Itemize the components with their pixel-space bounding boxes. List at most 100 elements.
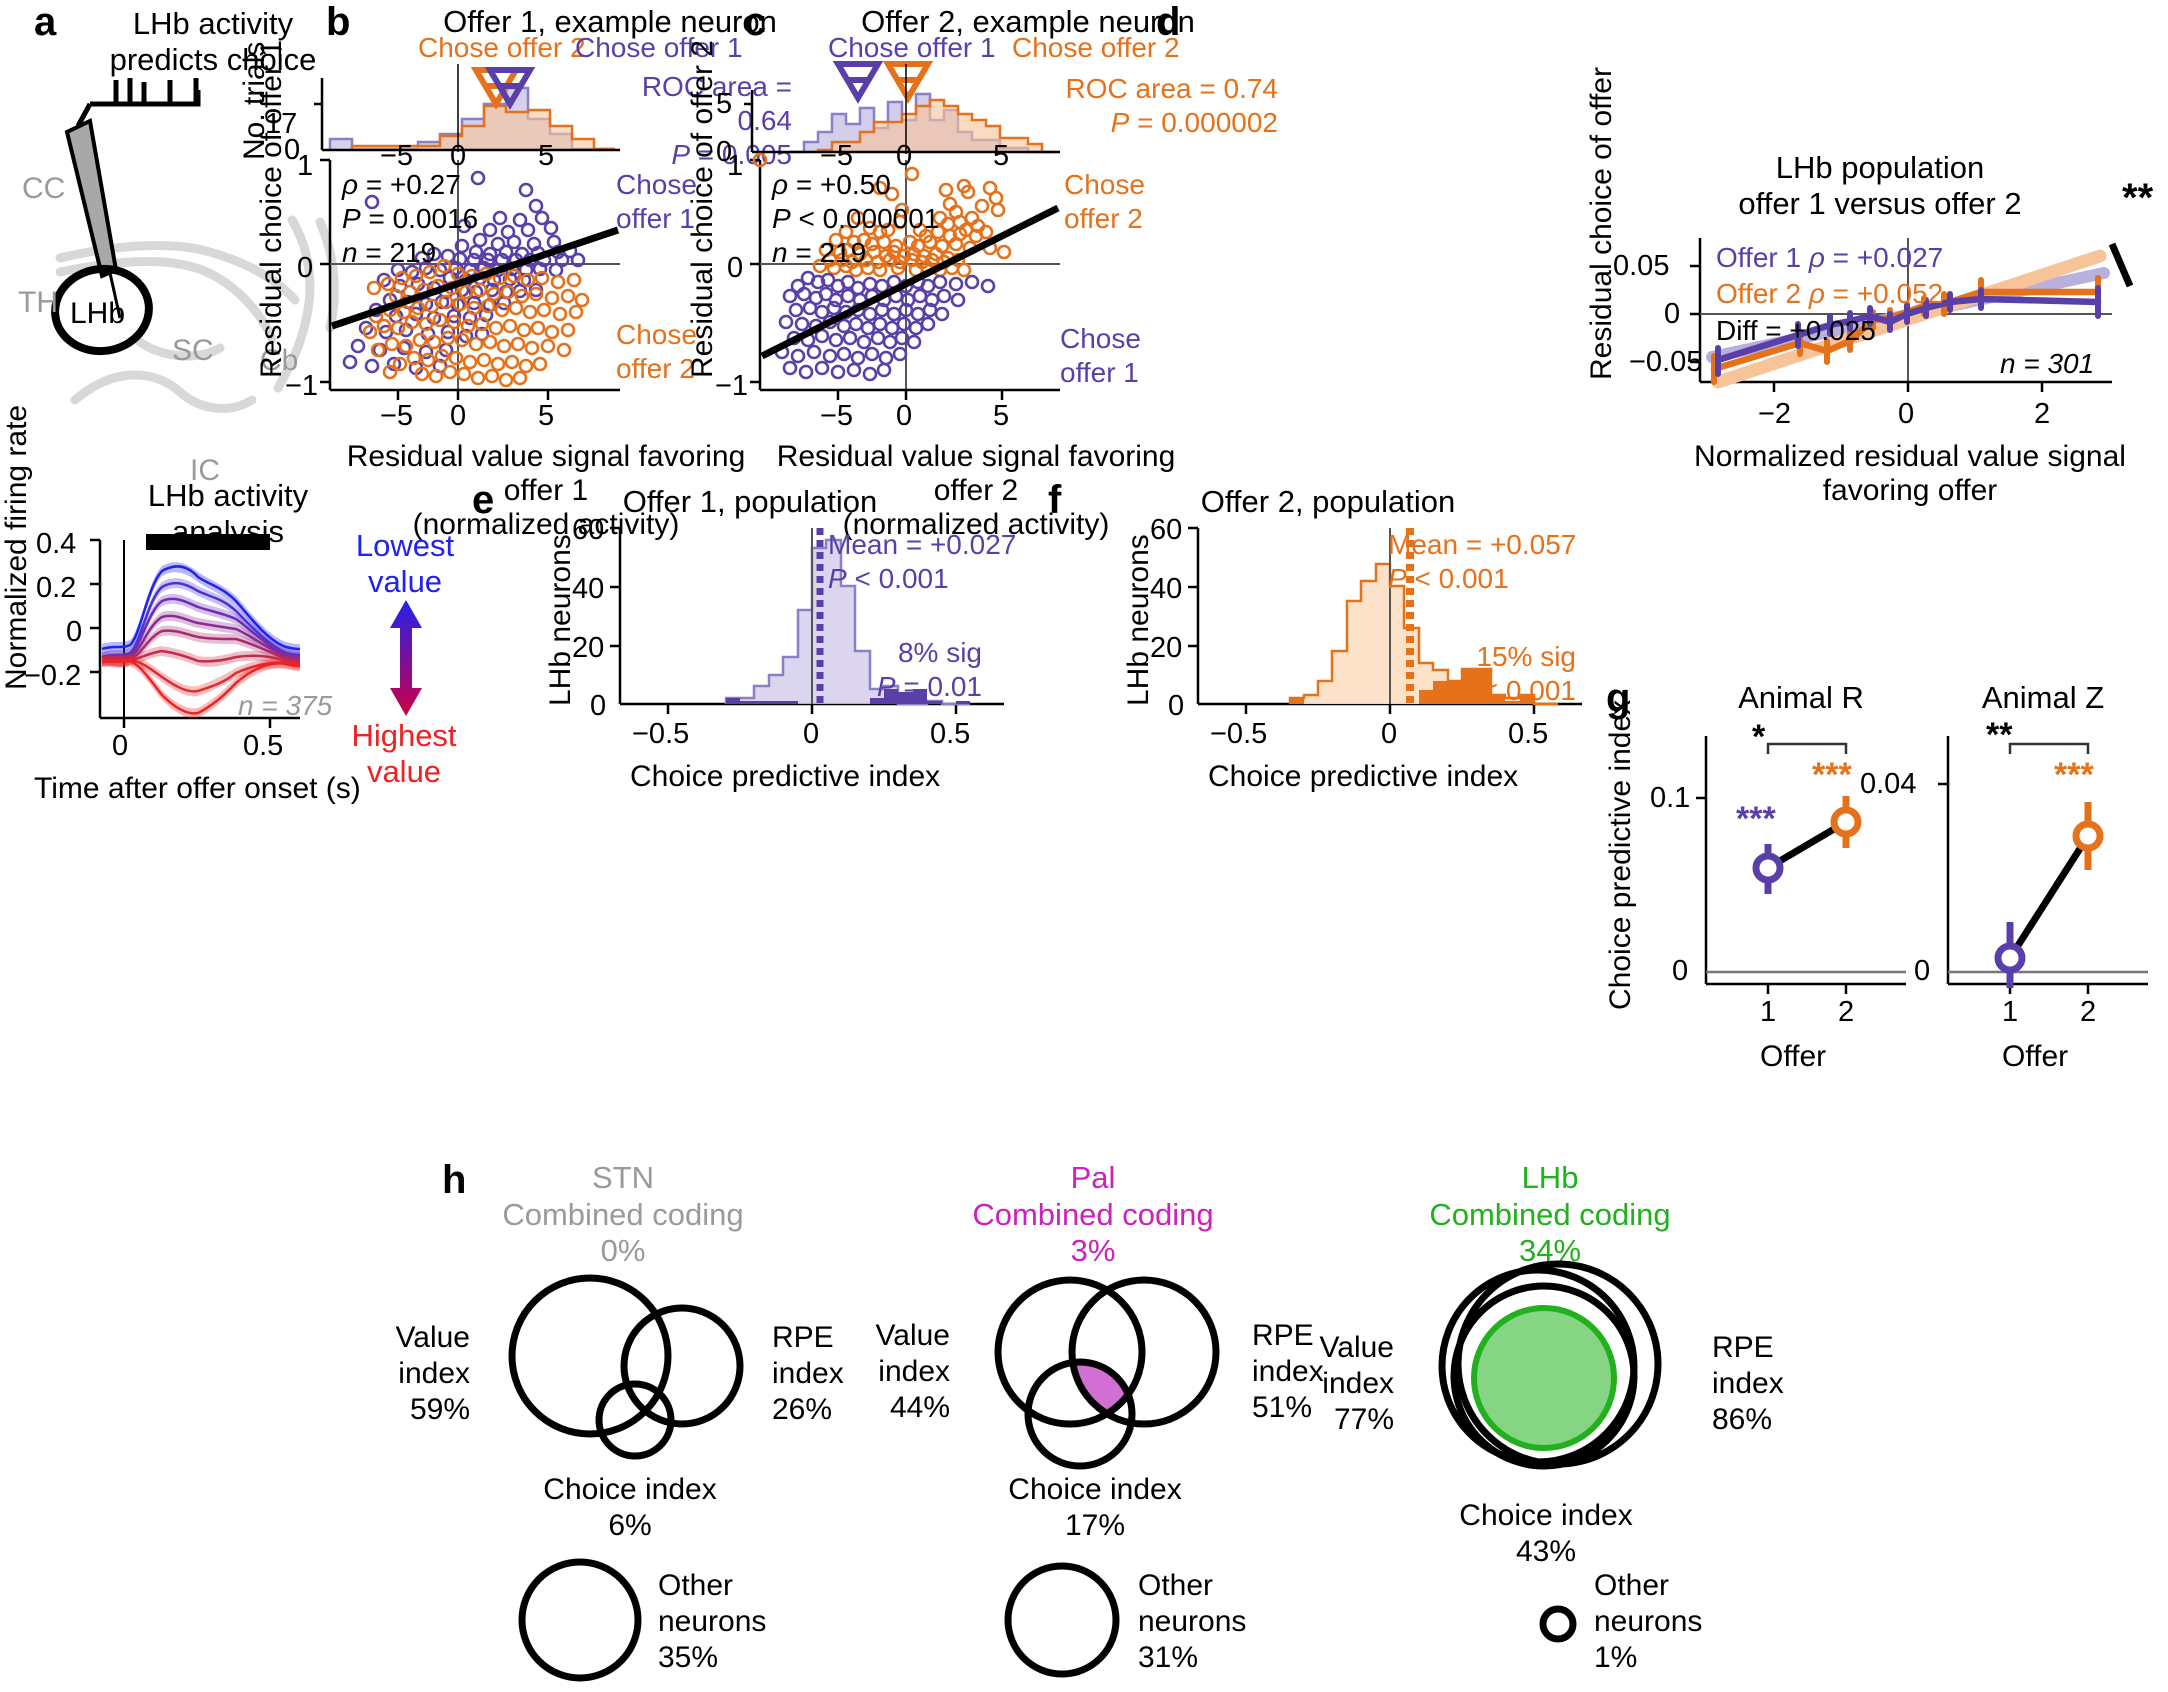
venn-pal-value-label: Value index 44% xyxy=(875,1319,950,1424)
panel-a-letter: a xyxy=(34,0,57,44)
panel-b-median-marker-purple xyxy=(484,67,536,110)
panel-f-hist-sig xyxy=(1290,669,1534,704)
panel-f-letter: f xyxy=(1048,478,1062,522)
panel-d-xtick-2: 2 xyxy=(2034,398,2051,430)
venn-lhb-combined-label: Combined coding xyxy=(1429,1196,1671,1232)
psth-xtick-05: 0.5 xyxy=(243,730,284,762)
panel-a-title-line2: predicts choice xyxy=(109,41,317,77)
panel-b-ytick-neg1: −1 xyxy=(285,370,319,402)
panel-a-title-line1: LHb activity xyxy=(132,6,294,41)
panel-c-stats: ρ = +0.50 P < 0.000001 n = 219 xyxy=(772,169,940,269)
panel-b-corner-orange: Chose offer 2 xyxy=(616,319,697,385)
panel-d-letter: d xyxy=(1156,0,1181,44)
panel-b-ytick-1: 1 xyxy=(297,150,314,182)
panel-e-xtick-0: 0 xyxy=(803,718,820,750)
venn-lhb-choice-label: Choice index 43% xyxy=(1459,1499,1633,1568)
panel-b-letter: b xyxy=(326,0,351,44)
region-label-sc: SC xyxy=(172,334,214,367)
venn-stn-rpe-circle xyxy=(620,1304,744,1428)
panel-e-hist-sig xyxy=(726,689,970,704)
region-label-th: TH xyxy=(18,286,58,319)
panel-g-right-chart xyxy=(1938,726,2168,996)
panel-e-chart xyxy=(610,526,1020,728)
panel-g-left-point-offer1 xyxy=(1752,844,1784,894)
venn-lhb-value-label: Value index 77% xyxy=(1319,1331,1394,1436)
panel-d-stats: Offer 1 ρ = +0.027 Offer 2 ρ = +0.052 Di… xyxy=(1716,242,1944,346)
panel-c-letter: c xyxy=(744,0,767,44)
venn-stn-rpe-label: RPE index 26% xyxy=(772,1321,844,1426)
panel-c-hist-ytick-5: 5 xyxy=(716,88,733,120)
psth-n: n = 375 xyxy=(238,690,333,721)
panel-h-letter: h xyxy=(442,1158,467,1202)
panel-e-xtick-05: 0.5 xyxy=(930,718,971,750)
psth-traces xyxy=(101,562,301,719)
panel-c-hist-ytick-0: 0 xyxy=(716,136,733,168)
panel-d-xtick-0: 0 xyxy=(1898,398,1915,430)
panel-f-xtick-0: 0 xyxy=(1381,718,1398,750)
panel-g-right-point-offer2 xyxy=(2072,802,2104,870)
venn-lhb-name: LHb xyxy=(1521,1160,1579,1195)
panel-g-left-bracket-sig: * xyxy=(1752,718,1766,756)
panel-e-ytick-0: 0 xyxy=(590,690,607,722)
panel-d-sig-bracket xyxy=(2108,242,2134,288)
panel-b-hist-ytick-0: 0 xyxy=(284,134,301,166)
panel-b-scatter-chart xyxy=(320,158,750,410)
panel-e-mean-stats: Mean = +0.027 P < 0.001 xyxy=(828,529,1017,595)
venn-stn-header: STN Combined coding 0% xyxy=(478,1160,768,1270)
psth-chart xyxy=(90,534,360,730)
venn-lhb-combined-region xyxy=(1471,1305,1617,1451)
venn-pal-value-circle xyxy=(994,1276,1146,1428)
panel-e-sig-stats: 8% sig P = 0.01 xyxy=(876,637,982,703)
venn-stn-value-circle xyxy=(508,1274,672,1438)
venn-stn-other-circle xyxy=(518,1556,648,1686)
panel-f-xtick-neg05: −0.5 xyxy=(1210,718,1268,750)
venn-lhb-diagram xyxy=(1398,1256,1698,1496)
panel-c-hist-xtick-neg5: −5 xyxy=(820,140,854,172)
panel-d-ytick-neg005: −0.05 xyxy=(1629,346,1703,378)
panel-d-chart xyxy=(1690,236,2140,396)
panel-g-right-ytick-004: 0.04 xyxy=(1860,768,1917,800)
panel-c-xtick-neg5: −5 xyxy=(820,400,854,432)
panel-b-hist-xtick-5: 5 xyxy=(538,140,555,172)
region-label-cc: CC xyxy=(22,172,65,205)
venn-stn-combined-pct: 0% xyxy=(600,1233,646,1269)
panel-g-left-ytick-01: 0.1 xyxy=(1650,782,1691,814)
panel-c-ytick-neg1: −1 xyxy=(715,370,749,402)
venn-pal-other-label: Other neurons 31% xyxy=(1138,1569,1247,1674)
panel-g-left-chart xyxy=(1696,726,1936,996)
panel-e-xtick-neg05: −0.5 xyxy=(632,718,690,750)
venn-stn-name: STN xyxy=(592,1160,654,1195)
panel-g-left-star-purple: *** xyxy=(1736,800,1776,838)
panel-b-legend-orange: Chose offer 2 xyxy=(418,32,586,63)
psth-legend-lowest: Lowest value xyxy=(355,528,455,599)
panel-e-xlabel: Choice predictive index xyxy=(630,760,941,793)
panel-d-ylabel: Residual choice of offer xyxy=(1585,67,1618,380)
panel-b-scatter-ylabel: Residual choice of offer 1 xyxy=(255,40,288,378)
panel-c-hist-bars xyxy=(790,92,1056,154)
venn-pal-choice-label: Choice index 17% xyxy=(1008,1473,1182,1542)
panel-g-left-xlabel: Offer xyxy=(1760,1040,1827,1073)
psth-xtick-0: 0 xyxy=(112,730,129,762)
venn-pal-rpe-circle xyxy=(1068,1276,1220,1428)
panel-d-ytick-0: 0 xyxy=(1664,298,1681,330)
panel-b-corner-purple: Chose offer 1 xyxy=(616,169,697,235)
panel-b-hist-xtick-neg5: −5 xyxy=(380,140,414,172)
panel-b-hist-xtick-0: 0 xyxy=(450,140,467,172)
psth-ytick-0: 0 xyxy=(66,616,83,648)
panel-f-chart xyxy=(1188,526,1598,728)
panel-e-ytick-20: 20 xyxy=(572,632,605,664)
panel-b-roc-stats: ROC area = 0.64 P = 0.005 xyxy=(612,70,792,172)
panel-c-corner-purple: Chose offer 1 xyxy=(1060,323,1141,389)
panel-g-right-ytick-0: 0 xyxy=(1914,955,1931,987)
panel-b-xtick-5: 5 xyxy=(538,400,555,432)
panel-g-right-xtick-2: 2 xyxy=(2080,996,2097,1028)
panel-e-ylabel: LHb neurons xyxy=(544,534,577,706)
panel-g-left-ytick-0: 0 xyxy=(1672,955,1689,987)
panel-b-hist-ytick-10: 17 xyxy=(265,108,298,140)
venn-lhb-choice-circle xyxy=(1450,1282,1638,1470)
panel-f-xtick-05: 0.5 xyxy=(1508,718,1549,750)
venn-pal-combined-pct: 3% xyxy=(1070,1233,1116,1269)
panel-c-legend-purple: Chose offer 1 xyxy=(828,32,996,63)
venn-pal-diagram xyxy=(972,1262,1242,1472)
venn-pal-choice-circle xyxy=(1024,1358,1136,1470)
